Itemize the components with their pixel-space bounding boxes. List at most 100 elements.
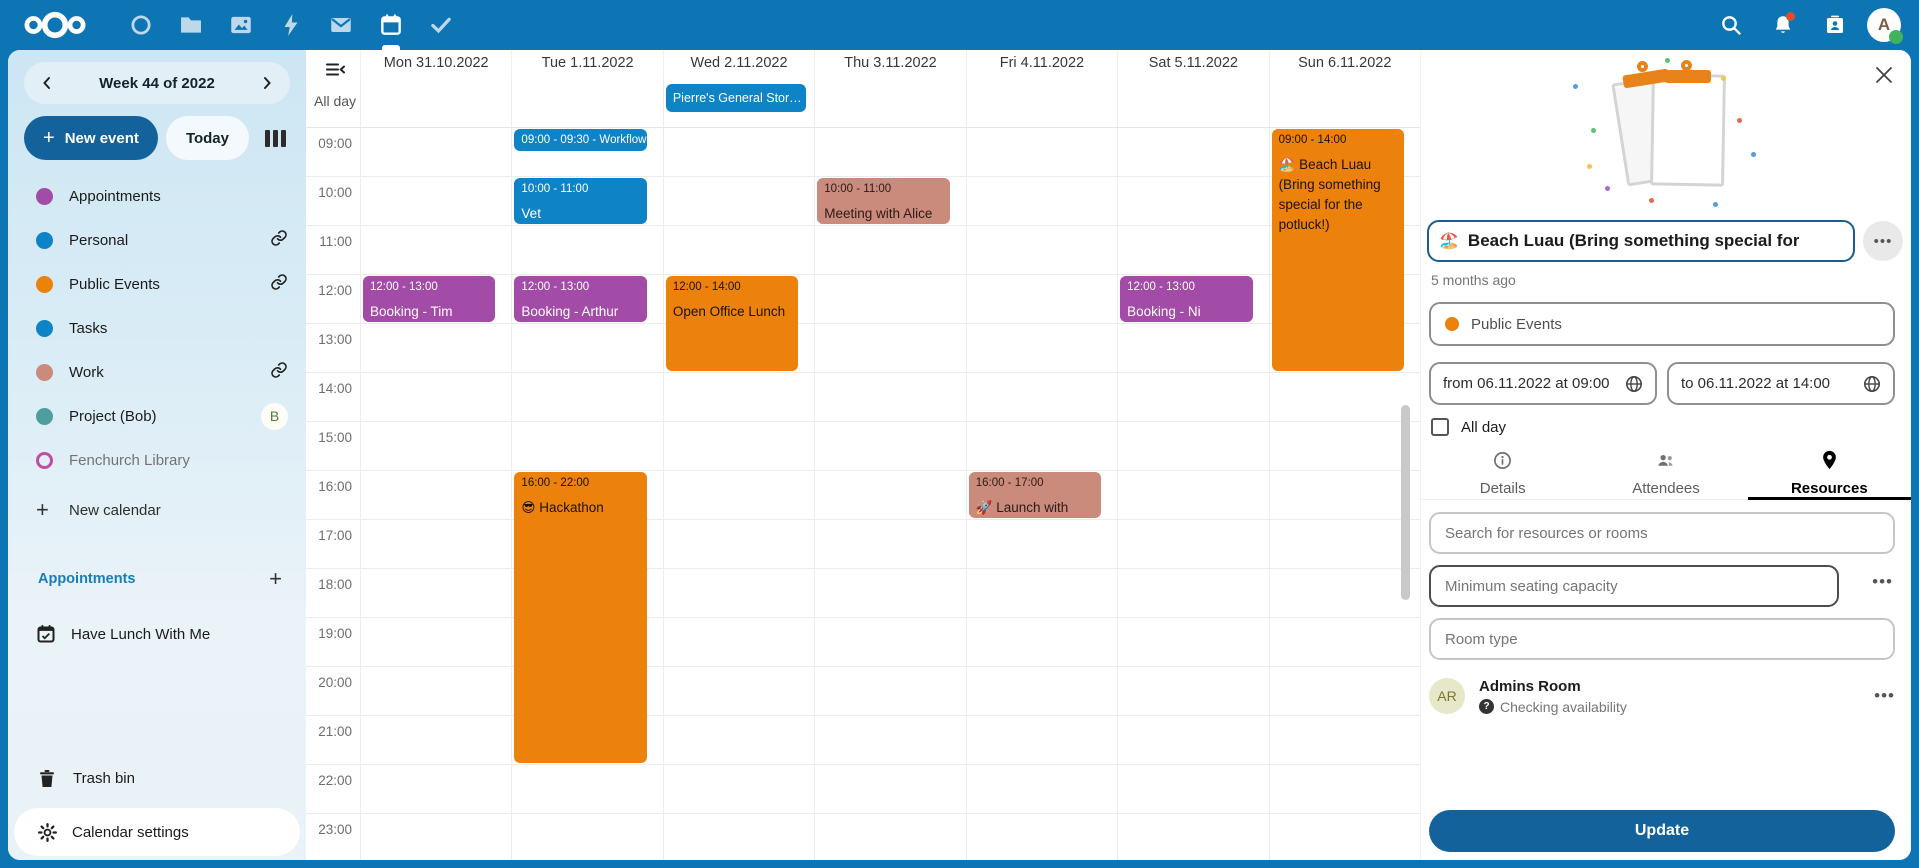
tab-label: Attendees: [1632, 479, 1700, 497]
new-calendar-button[interactable]: + New calendar: [36, 497, 161, 522]
time-label: 12:00: [318, 283, 352, 298]
day-header-1[interactable]: Tue 1.11.2022: [511, 50, 662, 77]
today-button[interactable]: Today: [165, 116, 249, 160]
calendar-event[interactable]: 12:00 - 13:00 Booking - Ni (Knights: [1120, 276, 1253, 322]
all-day-cell-0[interactable]: [360, 77, 511, 127]
app-activity-icon[interactable]: [266, 0, 316, 50]
event-title: Vet: [521, 206, 541, 221]
sidebar-item-appointments[interactable]: Appointments: [8, 174, 306, 218]
all-day-cell-5[interactable]: [1117, 77, 1268, 127]
sidebar-item-personal[interactable]: Personal: [8, 218, 306, 262]
calendar-settings-button[interactable]: Calendar settings: [14, 808, 300, 856]
category-color-dot: [1445, 317, 1459, 331]
all-day-cell-2[interactable]: Pierre's General Stor…: [662, 77, 814, 127]
calendar-event[interactable]: 12:00 - 13:00 Booking - Tim (Wizard): [363, 276, 496, 322]
contacts-icon[interactable]: [1815, 5, 1855, 45]
resource-more-button[interactable]: •••: [1874, 686, 1895, 705]
sidebar-item-work[interactable]: Work: [8, 350, 306, 394]
new-event-button[interactable]: + New event: [24, 116, 158, 160]
seating-more-button[interactable]: •••: [1872, 572, 1893, 591]
location-icon: [1821, 450, 1838, 475]
day-column-2[interactable]: 12:00 - 14:00 Open Office Lunch: [662, 128, 814, 860]
all-day-columns: Pierre's General Stor…: [360, 77, 1420, 127]
calendar-event[interactable]: 16:00 - 17:00 🚀 Launch with Elon: [968, 472, 1102, 518]
day-column-3[interactable]: 10:00 - 11:00 Meeting with Alice: [814, 128, 965, 860]
time-label: 10:00: [318, 185, 352, 200]
calendar-event[interactable]: 12:00 - 14:00 Open Office Lunch: [665, 276, 799, 371]
modified-timestamp: 5 months ago: [1431, 272, 1516, 288]
day-header-4[interactable]: Fri 4.11.2022: [965, 50, 1117, 77]
update-button[interactable]: Update: [1429, 810, 1895, 852]
calendar-event[interactable]: 09:00 - 14:00 🏖️ Beach Luau (Bring someth…: [1271, 129, 1404, 371]
day-header-6[interactable]: Sun 6.11.2022: [1268, 50, 1420, 77]
day-header-0[interactable]: Mon 31.10.2022: [360, 50, 511, 77]
day-column-6[interactable]: 09:00 - 14:00 🏖️ Beach Luau (Bring someth…: [1268, 128, 1420, 860]
calendar-scrollbar[interactable]: [1401, 405, 1410, 600]
day-header-3[interactable]: Thu 3.11.2022: [814, 50, 965, 77]
all-day-cell-6[interactable]: [1268, 77, 1420, 127]
sidebar-item-public-events[interactable]: Public Events: [8, 262, 306, 306]
day-columns: 12:00 - 13:00 Booking - Tim (Wizard) 09:00…: [360, 128, 1420, 860]
calendar-label: Tasks: [69, 319, 108, 337]
sidebar-item-tasks[interactable]: Tasks: [8, 306, 306, 350]
notifications-bell-icon[interactable]: [1763, 5, 1803, 45]
nextcloud-logo-icon[interactable]: [22, 10, 88, 40]
day-column-4[interactable]: 16:00 - 17:00 🚀 Launch with Elon: [965, 128, 1117, 860]
calendar-event[interactable]: 12:00 - 13:00 Booking - Arthur Dent: [514, 276, 647, 322]
share-link-icon[interactable]: [270, 361, 288, 384]
sidebar-item-fenchurch-library[interactable]: Fenchurch Library: [8, 438, 306, 482]
trash-bin-button[interactable]: Trash bin: [8, 756, 306, 800]
end-datetime-field[interactable]: to 06.11.2022 at 14:00: [1667, 362, 1895, 405]
all-day-checkbox[interactable]: All day: [1431, 418, 1506, 436]
search-icon[interactable]: [1711, 5, 1751, 45]
calendar-event[interactable]: 09:00 - 09:30 - Workflow: [514, 129, 647, 151]
calendar-event[interactable]: 10:00 - 11:00 Vet: [514, 178, 647, 224]
event-time: 12:00 - 13:00: [370, 281, 438, 293]
calendar-event[interactable]: 10:00 - 11:00 Meeting with Alice: [817, 178, 950, 224]
calendar-event[interactable]: 16:00 - 22:00 😎 Hackathon: [514, 472, 647, 763]
appointments-section: Appointments +: [8, 568, 306, 590]
event-title-input[interactable]: 🏖️ Beach Luau (Bring something special f…: [1427, 220, 1855, 262]
all-day-cell-3[interactable]: [814, 77, 965, 127]
day-header-5[interactable]: Sat 5.11.2022: [1117, 50, 1268, 77]
app-mail-icon[interactable]: [316, 0, 366, 50]
room-type-input[interactable]: Room type: [1429, 618, 1895, 660]
week-view-icon[interactable]: [261, 124, 290, 153]
day-column-0[interactable]: 12:00 - 13:00 Booking - Tim (Wizard): [360, 128, 511, 860]
user-avatar[interactable]: A: [1867, 8, 1903, 44]
collapse-sidebar-icon[interactable]: [326, 62, 345, 82]
seating-capacity-input[interactable]: Minimum seating capacity: [1429, 565, 1839, 607]
next-week-button[interactable]: [250, 66, 284, 100]
event-title: Meeting with Alice: [824, 206, 933, 221]
app-photos-icon[interactable]: [216, 0, 266, 50]
timezone-globe-icon[interactable]: [1625, 375, 1643, 393]
tab-attendees[interactable]: Attendees: [1584, 448, 1747, 499]
app-calendar-icon[interactable]: [366, 0, 416, 50]
day-column-5[interactable]: 12:00 - 13:00 Booking - Ni (Knights: [1117, 128, 1268, 860]
all-day-cell-1[interactable]: [511, 77, 662, 127]
share-link-icon[interactable]: [270, 229, 288, 252]
share-link-icon[interactable]: [270, 273, 288, 296]
all-day-cell-4[interactable]: [965, 77, 1117, 127]
calendar-event[interactable]: Pierre's General Stor…: [665, 84, 807, 112]
app-files-icon[interactable]: [166, 0, 216, 50]
event-title: 😎 Hackathon: [521, 500, 604, 515]
tab-details[interactable]: Details: [1421, 448, 1584, 499]
day-column-1[interactable]: 09:00 - 09:30 - Workflow 10:00 - 11:00 Vet…: [511, 128, 662, 860]
resource-list-item[interactable]: AR Admins Room ? Checking availability •…: [1429, 668, 1895, 724]
start-datetime-field[interactable]: from 06.11.2022 at 09:00: [1429, 362, 1657, 405]
event-editor-panel: 🏖️ Beach Luau (Bring something special f…: [1420, 50, 1911, 860]
add-appointment-button[interactable]: +: [269, 566, 282, 591]
timezone-globe-icon[interactable]: [1863, 375, 1881, 393]
sidebar-item-project-bob[interactable]: Project (Bob) B: [8, 394, 306, 438]
appointment-item-have-lunch[interactable]: Have Lunch With Me: [8, 612, 306, 656]
title-more-button[interactable]: •••: [1863, 221, 1903, 261]
calendar-category-select[interactable]: Public Events: [1429, 302, 1895, 346]
resource-search-input[interactable]: Search for resources or rooms: [1429, 512, 1895, 554]
previous-week-button[interactable]: [30, 66, 64, 100]
day-header-2[interactable]: Wed 2.11.2022: [662, 50, 814, 77]
close-icon[interactable]: [1875, 66, 1893, 89]
tab-resources[interactable]: Resources: [1747, 448, 1911, 500]
app-dashboard-icon[interactable]: [116, 0, 166, 50]
app-tasks-icon[interactable]: [416, 0, 466, 50]
